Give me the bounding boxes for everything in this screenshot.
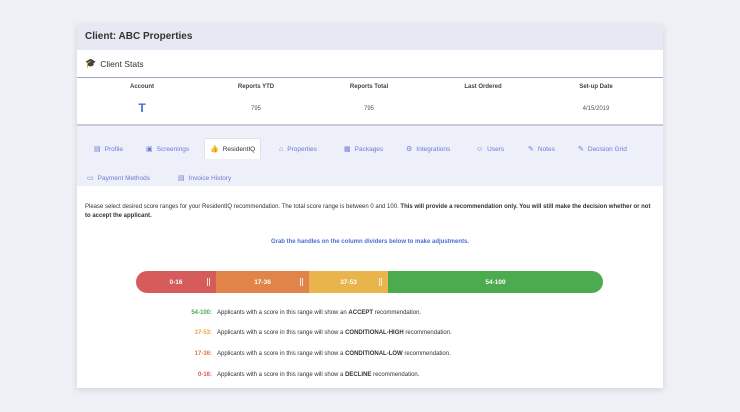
legend-range: 37-53: xyxy=(194,330,212,336)
tab-packages[interactable]: ▦ Packages xyxy=(339,140,388,158)
tab-label: Integrations xyxy=(416,145,451,153)
client-tabs: ▤ Profile ▣ Screenings 👍 ResidentIQ ⌂ Pr… xyxy=(77,126,663,186)
stats-header-reports-ytd: Reports YTD xyxy=(237,84,275,90)
tab-notes[interactable]: ✎ Notes xyxy=(523,140,560,158)
invoice-icon: ▤ xyxy=(178,175,185,182)
tab-users[interactable]: ☺ Users xyxy=(471,140,509,158)
tab-screenings[interactable]: ▣ Screenings xyxy=(141,140,194,158)
range-label: 0-16 xyxy=(169,278,183,286)
legend-range: 0-16: xyxy=(197,372,212,378)
tab-label: Users xyxy=(487,145,505,153)
range-segment-decline: 0-16 xyxy=(136,271,216,293)
tab-label: Properties xyxy=(287,145,317,153)
range-segment-conditional-high: 37-53 xyxy=(309,271,388,293)
account-logo: T xyxy=(138,101,146,115)
pencil-icon: ✎ xyxy=(578,146,584,153)
stats-header-reports-total: Reports Total xyxy=(349,84,389,90)
intro-bold-text: This will provide a recommendation only.… xyxy=(85,204,651,219)
legend-row-conditional-high: 37-53: Applicants with a score in this r… xyxy=(77,330,663,340)
legend-row-decline: 0-16: Applicants with a score in this ra… xyxy=(77,372,663,382)
range-label: 17-36 xyxy=(254,278,271,286)
range-segment-conditional-low: 17-36 xyxy=(216,271,309,293)
legend-text: Applicants with a score in this range wi… xyxy=(217,330,452,336)
id-card-icon: ▤ xyxy=(94,146,101,153)
stats-value-reports-ytd: 795 xyxy=(250,106,262,112)
graduation-cap-icon: 🎓 xyxy=(85,58,97,68)
range-label: 54-100 xyxy=(485,278,506,286)
residentiq-intro: Please select desired score ranges for y… xyxy=(85,203,655,221)
legend-row-conditional-low: 17-36: Applicants with a score in this r… xyxy=(77,351,663,361)
stats-header-last-ordered: Last Ordered xyxy=(464,84,502,90)
range-divider-handle[interactable] xyxy=(379,278,382,286)
range-segment-accept: 54-100 xyxy=(388,271,603,293)
client-stats-title: Client Stats xyxy=(100,58,144,69)
tab-label: Invoice History xyxy=(188,174,232,182)
residentiq-panel: Please select desired score ranges for y… xyxy=(77,186,663,388)
tab-invoice-history[interactable]: ▤ Invoice History xyxy=(173,169,236,187)
stats-value-reports-total: 795 xyxy=(363,106,375,112)
stats-header-setup-date: Set-up Date xyxy=(579,84,613,90)
tab-properties[interactable]: ⌂ Properties xyxy=(274,140,322,158)
range-label: 37-53 xyxy=(340,278,357,286)
client-stats-table: Account T Reports YTD 795 Reports Total … xyxy=(77,78,663,126)
tab-label: Notes xyxy=(537,145,555,153)
legend-text: Applicants with a score in this range wi… xyxy=(217,351,451,357)
tab-residentiq[interactable]: 👍 ResidentIQ xyxy=(204,138,262,159)
legend-text: Applicants with a score in this range wi… xyxy=(217,372,420,378)
pencil-icon: ✎ xyxy=(528,146,534,153)
integrations-icon: ⚙ xyxy=(406,146,413,153)
tab-label: Payment Methods xyxy=(97,174,151,182)
credit-card-icon: ▭ xyxy=(87,175,94,182)
tab-label: Screenings xyxy=(156,145,190,153)
legend-range: 17-36: xyxy=(194,351,212,357)
tab-label: Decision Grid xyxy=(587,145,627,153)
intro-text: Please select desired score ranges for y… xyxy=(85,204,401,210)
tab-integrations[interactable]: ⚙ Integrations xyxy=(401,140,455,158)
legend-range: 54-100: xyxy=(191,310,212,316)
tab-decision-grid[interactable]: ✎ Decision Grid xyxy=(573,140,632,158)
thumbs-up-icon: 👍 xyxy=(210,146,219,153)
tab-profile[interactable]: ▤ Profile xyxy=(89,140,128,158)
adjust-hint: Grab the handles on the column dividers … xyxy=(270,239,470,245)
tab-label: Packages xyxy=(354,145,384,153)
stats-value-setup-date: 4/15/2019 xyxy=(582,106,610,112)
stats-header-account: Account xyxy=(130,84,154,90)
document-icon: ▣ xyxy=(146,146,153,153)
client-card: Client: ABC Properties 🎓 Client Stats Ac… xyxy=(77,24,663,388)
tab-label: ResidentIQ xyxy=(222,145,256,153)
range-divider-handle[interactable] xyxy=(300,278,303,286)
home-icon: ⌂ xyxy=(279,145,284,153)
client-title: Client: ABC Properties xyxy=(77,24,663,50)
tab-label: Profile xyxy=(104,145,124,153)
range-divider-handle[interactable] xyxy=(207,278,210,286)
users-icon: ☺ xyxy=(476,145,484,153)
score-range-bar: 0-16 17-36 37-53 54-100 xyxy=(136,271,603,293)
legend-row-accept: 54-100: Applicants with a score in this … xyxy=(77,310,663,320)
tab-payment-methods[interactable]: ▭ Payment Methods xyxy=(82,169,155,187)
client-stats-header: 🎓 Client Stats xyxy=(77,50,663,78)
package-icon: ▦ xyxy=(344,146,351,153)
legend-text: Applicants with a score in this range wi… xyxy=(217,310,422,316)
